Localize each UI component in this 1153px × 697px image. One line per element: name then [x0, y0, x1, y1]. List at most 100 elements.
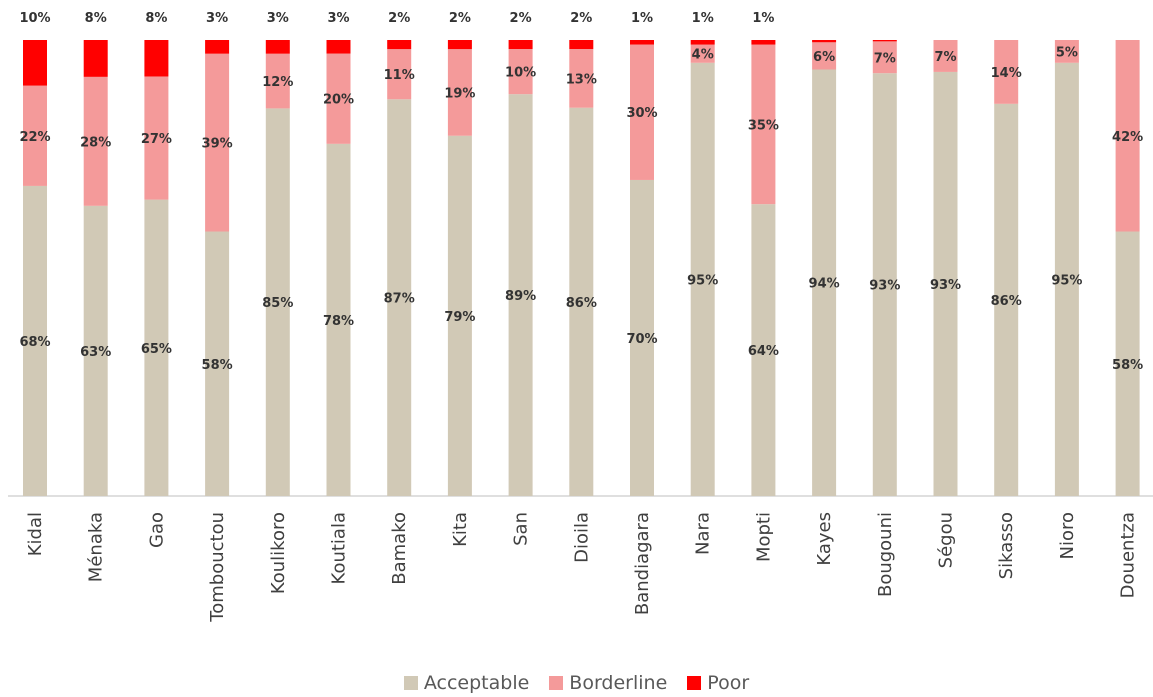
value-label-acceptable-segou: 93%: [930, 278, 961, 293]
bar-borderline-bougouni: [872, 41, 897, 74]
value-label-acceptable-koulikoro: 85%: [262, 296, 293, 311]
category-label-segou: Ségou: [936, 512, 957, 568]
bar-poor-kidal: [23, 40, 47, 86]
value-label-borderline-kayes: 6%: [813, 50, 835, 65]
bar-acceptable-dioila: [569, 107, 594, 496]
value-label-borderline-nara: 4%: [692, 48, 714, 63]
value-label-acceptable-mopti: 64%: [748, 344, 779, 359]
category-label-kidal: Kidal: [25, 512, 46, 556]
bar-acceptable-tombouctou: [205, 231, 230, 496]
bar-borderline-koutiala: [326, 53, 351, 144]
bar-poor-nara: [690, 40, 715, 45]
value-label-poor-nara: 1%: [692, 11, 714, 26]
value-label-borderline-douentza: 42%: [1112, 130, 1143, 145]
bar-acceptable-mopti: [751, 204, 776, 496]
value-label-poor-menaka: 8%: [85, 11, 107, 26]
value-label-poor-mopti: 1%: [752, 11, 774, 26]
bar-poor-mopti: [751, 40, 776, 45]
bar-acceptable-kayes: [812, 69, 837, 496]
bar-borderline-bandiagara: [630, 44, 654, 180]
bar-borderline-tombouctou: [205, 53, 230, 232]
bar-poor-kita: [447, 40, 472, 50]
category-label-san: San: [511, 512, 532, 546]
bar-acceptable-kita: [447, 135, 472, 496]
legend-item-acceptable: Acceptable: [403, 672, 530, 694]
legend-label-borderline: Borderline: [569, 672, 668, 694]
bar-borderline-kayes: [812, 42, 837, 70]
value-label-borderline-mopti: 35%: [748, 118, 779, 133]
value-label-acceptable-dioila: 86%: [566, 296, 597, 311]
value-label-acceptable-kita: 79%: [444, 310, 475, 325]
category-label-bamako: Bamako: [389, 512, 410, 585]
bar-borderline-sikasso: [994, 40, 1019, 104]
bar-poor-bandiagara: [630, 40, 654, 45]
bar-acceptable-douentza: [1115, 231, 1140, 496]
value-label-poor-bamako: 2%: [388, 11, 410, 26]
category-label-sikasso: Sikasso: [996, 512, 1017, 579]
category-label-dioila: Dioila: [571, 512, 592, 563]
value-label-borderline-nioro: 5%: [1056, 45, 1078, 60]
value-label-borderline-koulikoro: 12%: [262, 75, 293, 90]
bar-acceptable-koulikoro: [265, 108, 290, 497]
bar-borderline-mopti: [751, 44, 776, 205]
value-label-poor-koulikoro: 3%: [267, 11, 289, 26]
bar-acceptable-segou: [933, 71, 958, 497]
bar-borderline-kidal: [23, 85, 47, 186]
bar-borderline-menaka: [83, 76, 108, 206]
bar-acceptable-nioro: [1054, 62, 1079, 497]
value-label-borderline-menaka: 28%: [80, 135, 111, 150]
value-label-borderline-bougouni: 7%: [874, 51, 896, 66]
legend-label-poor: Poor: [707, 672, 750, 694]
bar-poor-bougouni: [872, 40, 897, 42]
value-label-acceptable-bandiagara: 70%: [626, 332, 657, 347]
category-label-kayes: Kayes: [814, 512, 835, 566]
category-label-douentza: Douentza: [1118, 512, 1139, 598]
value-label-borderline-kita: 19%: [444, 86, 475, 101]
bars-layer: [23, 40, 1140, 497]
bar-borderline-bamako: [387, 49, 412, 100]
bar-acceptable-bamako: [387, 99, 412, 496]
value-label-acceptable-sikasso: 86%: [991, 294, 1022, 309]
category-label-bougouni: Bougouni: [875, 512, 896, 597]
value-label-poor-dioila: 2%: [570, 11, 592, 26]
category-label-kita: Kita: [450, 512, 471, 547]
value-label-acceptable-bougouni: 93%: [869, 279, 900, 294]
category-labels-layer: Kidal Ménaka Gao Tombouctou Koulikoro Koutial…: [25, 512, 1139, 623]
category-label-nara: Nara: [693, 512, 714, 555]
category-label-tombouctou: Tombouctou: [207, 512, 228, 623]
value-labels-layer: 68% 22% 10% 63% 28% 8% 65% 27% 8% 58% 39% 3% 85% 12% 3…: [19, 11, 1143, 373]
bar-poor-gao: [144, 40, 169, 77]
value-label-acceptable-tombouctou: 58%: [202, 358, 233, 373]
category-label-gao: Gao: [146, 512, 167, 548]
value-label-poor-kidal: 10%: [19, 11, 50, 26]
value-label-acceptable-kidal: 68%: [19, 335, 50, 350]
category-label-menaka: Ménaka: [86, 512, 107, 582]
legend: Acceptable Borderline Poor: [0, 672, 1153, 694]
bar-poor-kayes: [812, 40, 837, 43]
value-label-acceptable-koutiala: 78%: [323, 314, 354, 329]
value-label-borderline-kidal: 22%: [19, 130, 50, 145]
value-label-poor-san: 2%: [510, 11, 532, 26]
value-label-borderline-san: 10%: [505, 66, 536, 81]
bar-borderline-segou: [933, 40, 958, 72]
value-label-acceptable-nara: 95%: [687, 273, 718, 288]
value-label-poor-koutiala: 3%: [327, 11, 349, 26]
category-label-bandiagara: Bandiagara: [632, 512, 653, 615]
bar-poor-tombouctou: [205, 40, 230, 54]
bar-borderline-san: [508, 49, 533, 95]
bar-poor-koulikoro: [265, 40, 290, 54]
value-label-borderline-gao: 27%: [141, 132, 172, 147]
bar-acceptable-kidal: [23, 185, 47, 497]
value-label-poor-tombouctou: 3%: [206, 11, 228, 26]
bar-poor-menaka: [83, 40, 108, 77]
legend-label-acceptable: Acceptable: [423, 672, 530, 694]
value-label-acceptable-douentza: 58%: [1112, 358, 1143, 373]
value-label-borderline-segou: 7%: [934, 50, 956, 65]
bar-poor-dioila: [569, 40, 594, 50]
bar-borderline-gao: [144, 76, 169, 200]
bar-borderline-koulikoro: [265, 53, 290, 109]
value-label-acceptable-menaka: 63%: [80, 345, 111, 360]
value-label-acceptable-bamako: 87%: [384, 292, 415, 307]
value-label-borderline-sikasso: 14%: [991, 66, 1022, 81]
value-label-poor-kita: 2%: [449, 11, 471, 26]
